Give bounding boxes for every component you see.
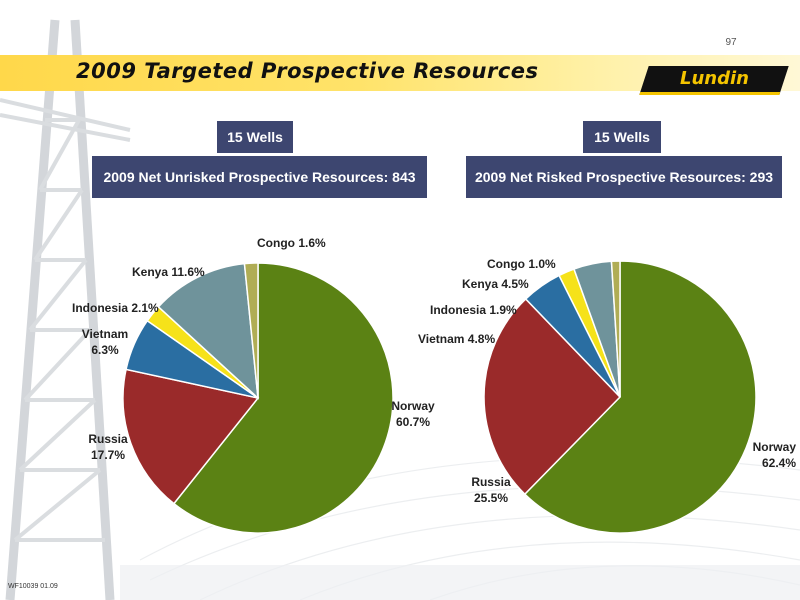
slice-label-kenya: Kenya 4.5%: [462, 277, 529, 291]
logo-text: Lundin: [680, 68, 749, 89]
pie-slice-russia: [122, 368, 260, 505]
right-resources-headline: 2009 Net Risked Prospective Resources: 2…: [466, 156, 782, 227]
left-wells-count: 15 Wells: [217, 121, 293, 153]
slice-label-norway: Norway 60.7%: [391, 399, 435, 429]
left-resources-headline: 2009 Net Unrisked Prospective Resources:…: [92, 156, 427, 227]
slice-label-norway: Norway 62.4%: [753, 440, 797, 470]
risked-resources-pie-chart: Norway 62.4% Russia 25.5% Vietnam 4.8% Indone…: [418, 257, 797, 534]
pie-slice-norway: [523, 260, 757, 534]
slice-label-congo: Congo 1.0%: [487, 257, 556, 271]
slice-label-congo: Congo 1.6%: [257, 236, 326, 250]
footer-code: WF10039 01.09: [8, 583, 58, 590]
pie-slice-norway: [172, 262, 394, 534]
page-title: 2009 Targeted Prospective Resources: [76, 59, 539, 83]
page-number: 97: [725, 37, 737, 48]
pie-slice-russia: [483, 297, 622, 496]
slice-label-russia: Russia 17.7%: [88, 432, 128, 462]
slice-label-kenya: Kenya 11.6%: [132, 265, 205, 279]
slice-label-vietnam: Vietnam 6.3%: [82, 327, 128, 357]
slice-label-indonesia: Indonesia 1.9%: [430, 303, 517, 317]
pie-slice-congo: [610, 260, 621, 398]
slice-label-indonesia: Indonesia 2.1%: [72, 301, 159, 315]
slice-label-russia: Russia 25.5%: [471, 475, 511, 505]
slice-label-vietnam: Vietnam 4.8%: [418, 332, 495, 346]
lundin-logo: Lundin: [639, 66, 789, 95]
unrisked-resources-pie-chart: Norway 60.7% Russia 17.7% Vietnam 6.3% Indones…: [72, 236, 435, 534]
pie-slice-kenya: [157, 262, 259, 400]
right-wells-count: 15 Wells: [583, 121, 661, 153]
pie-slice-congo: [243, 262, 259, 399]
